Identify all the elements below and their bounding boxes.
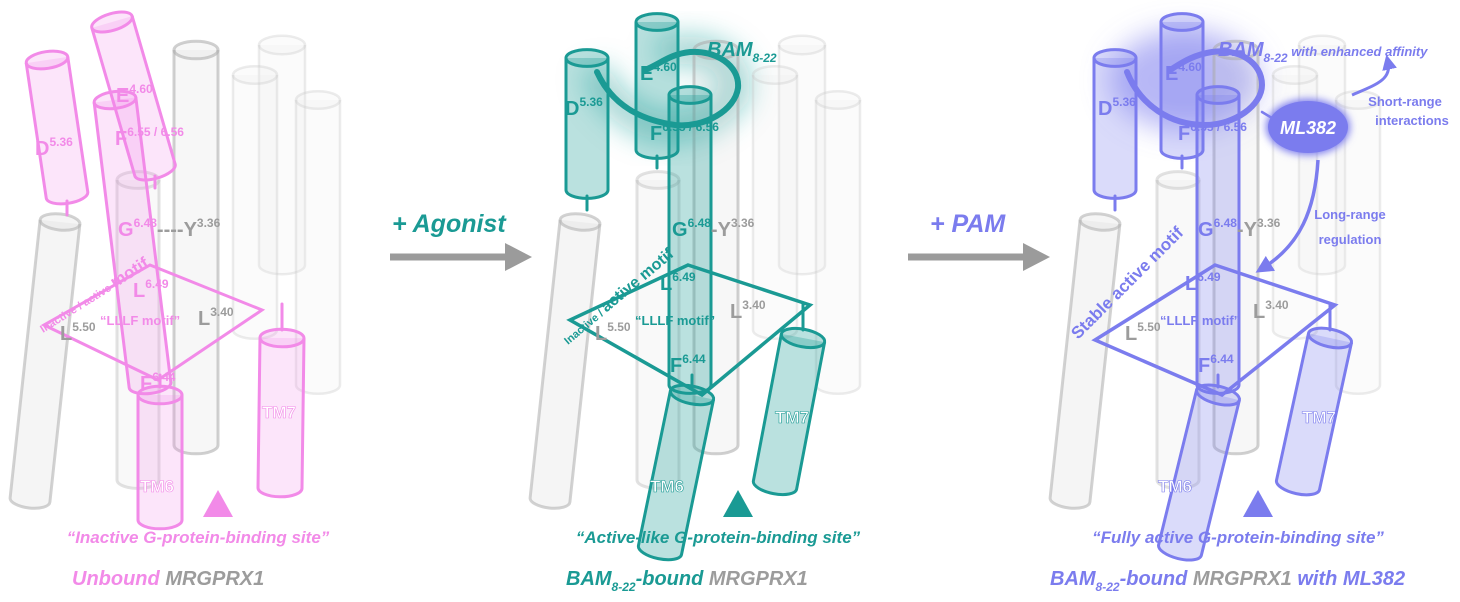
ml382-label: ML382 — [1280, 118, 1336, 138]
background-helix — [777, 34, 827, 276]
caption-agonist: BAM8-22-bound MRGPRX1 — [566, 568, 808, 594]
g-protein-site-marker — [723, 490, 753, 517]
tm5-lower-helix — [8, 212, 82, 510]
tm3-helix — [1212, 39, 1260, 456]
residue-g648-y336: G6.48-Y3.36 — [672, 216, 755, 241]
g-protein-site-marker — [1243, 490, 1273, 517]
tm6-label: TM6 — [650, 477, 684, 496]
residue-l649: L6.49 — [660, 270, 696, 295]
g-protein-site-label: “Fully active G-protein-binding site” — [1092, 528, 1384, 547]
panel-unbound: D5.36 E4.60 F6.55 / 6.56 G6.48----Y3.36 L6.4… — [8, 10, 342, 590]
bam-peptide — [1124, 48, 1266, 129]
tm7-helix — [1274, 326, 1354, 497]
residue-d536: D5.36 — [35, 135, 73, 160]
tm7-label: TM7 — [262, 403, 296, 422]
caption-pam: BAM8-22-bound MRGPRX1 with ML382 — [1050, 568, 1405, 594]
background-helix — [257, 34, 307, 276]
tm7-label: TM7 — [1302, 408, 1336, 427]
g-protein-site-label: “Inactive G-protein-binding site” — [67, 528, 330, 547]
pam-arrow: + PAM — [908, 210, 1050, 271]
long-range-label-2: regulation — [1319, 232, 1382, 247]
residue-l340: L3.40 — [1253, 298, 1289, 323]
residue-l340: L3.40 — [730, 298, 766, 323]
long-range-arrow — [1255, 159, 1320, 273]
tm-helix-behind — [115, 170, 161, 490]
residue-l550: L5.50 — [60, 320, 96, 345]
residue-f644: F6.44 — [140, 370, 176, 395]
residue-f644: F6.44 — [670, 352, 706, 377]
lllf-motif-diamond — [40, 263, 266, 382]
lllf-motif-label: “LLLF motif” — [635, 313, 715, 328]
short-range-label-1: Short-range — [1368, 94, 1442, 109]
g-protein-site-marker — [203, 490, 233, 517]
agonist-arrow: + Agonist — [390, 210, 532, 271]
residue-d536: D5.36 — [1098, 95, 1136, 120]
tm5-lower-helix — [528, 212, 602, 510]
background-helix — [294, 89, 342, 396]
residue-g648-y336: G6.48----Y3.36 — [118, 216, 221, 241]
tm6-lower-helix — [636, 383, 716, 562]
ligand-label: BAM8-22 — [707, 39, 777, 65]
residue-l550: L5.50 — [595, 320, 631, 345]
tm6-lower-helix — [136, 384, 184, 531]
residue-l340: L3.40 — [198, 305, 234, 330]
background-helix — [1334, 89, 1382, 396]
short-range-label-2: interactions — [1375, 113, 1449, 128]
pam-arrow-label: + PAM — [930, 210, 1006, 238]
background-helix — [231, 64, 279, 341]
background-helix — [751, 64, 799, 341]
residue-g648-y336: G6.48-Y3.36 — [1198, 216, 1281, 241]
tm7-helix — [751, 326, 827, 497]
tm-helix-behind — [1155, 170, 1201, 490]
lllf-motif-label: “LLLF motif” — [100, 313, 180, 328]
residue-l649: L6.49 — [1185, 270, 1221, 295]
ml382-molecule — [1268, 101, 1348, 153]
tm6-label: TM6 — [140, 477, 174, 496]
bam-peptide — [594, 48, 742, 129]
residue-f644: F6.44 — [1198, 352, 1234, 377]
ml382-contact — [1260, 110, 1274, 120]
long-range-label-1: Long-range — [1314, 207, 1386, 222]
tm5-upper-helix — [24, 49, 90, 206]
caption-unbound: Unbound MRGPRX1 — [72, 568, 264, 590]
tm5-upper-helix — [564, 48, 610, 200]
tm6-label: TM6 — [1158, 477, 1192, 496]
short-range-arrow — [1351, 54, 1397, 97]
tm3-helix — [172, 39, 220, 456]
residue-l550: L5.50 — [1125, 320, 1161, 345]
tm7-label: TM7 — [775, 408, 809, 427]
residue-e460: E4.60 — [116, 82, 153, 107]
residue-d536: D5.36 — [565, 95, 603, 120]
residue-l649: L6.49 — [133, 277, 169, 302]
tm6-upper-helix — [92, 89, 173, 396]
lllf-motif-label: “LLLF motif” — [1160, 313, 1240, 328]
tm4-helix — [90, 10, 177, 182]
g-protein-site-label: “Active-like G-protein-binding site” — [576, 528, 861, 547]
residue-f655-656: F6.55 / 6.56 — [115, 125, 184, 150]
agonist-arrow-label: + Agonist — [392, 210, 507, 238]
lllf-motif-diamond — [1091, 263, 1339, 398]
tm5-lower-helix — [1048, 212, 1122, 510]
lllf-motif-diamond — [566, 263, 814, 398]
